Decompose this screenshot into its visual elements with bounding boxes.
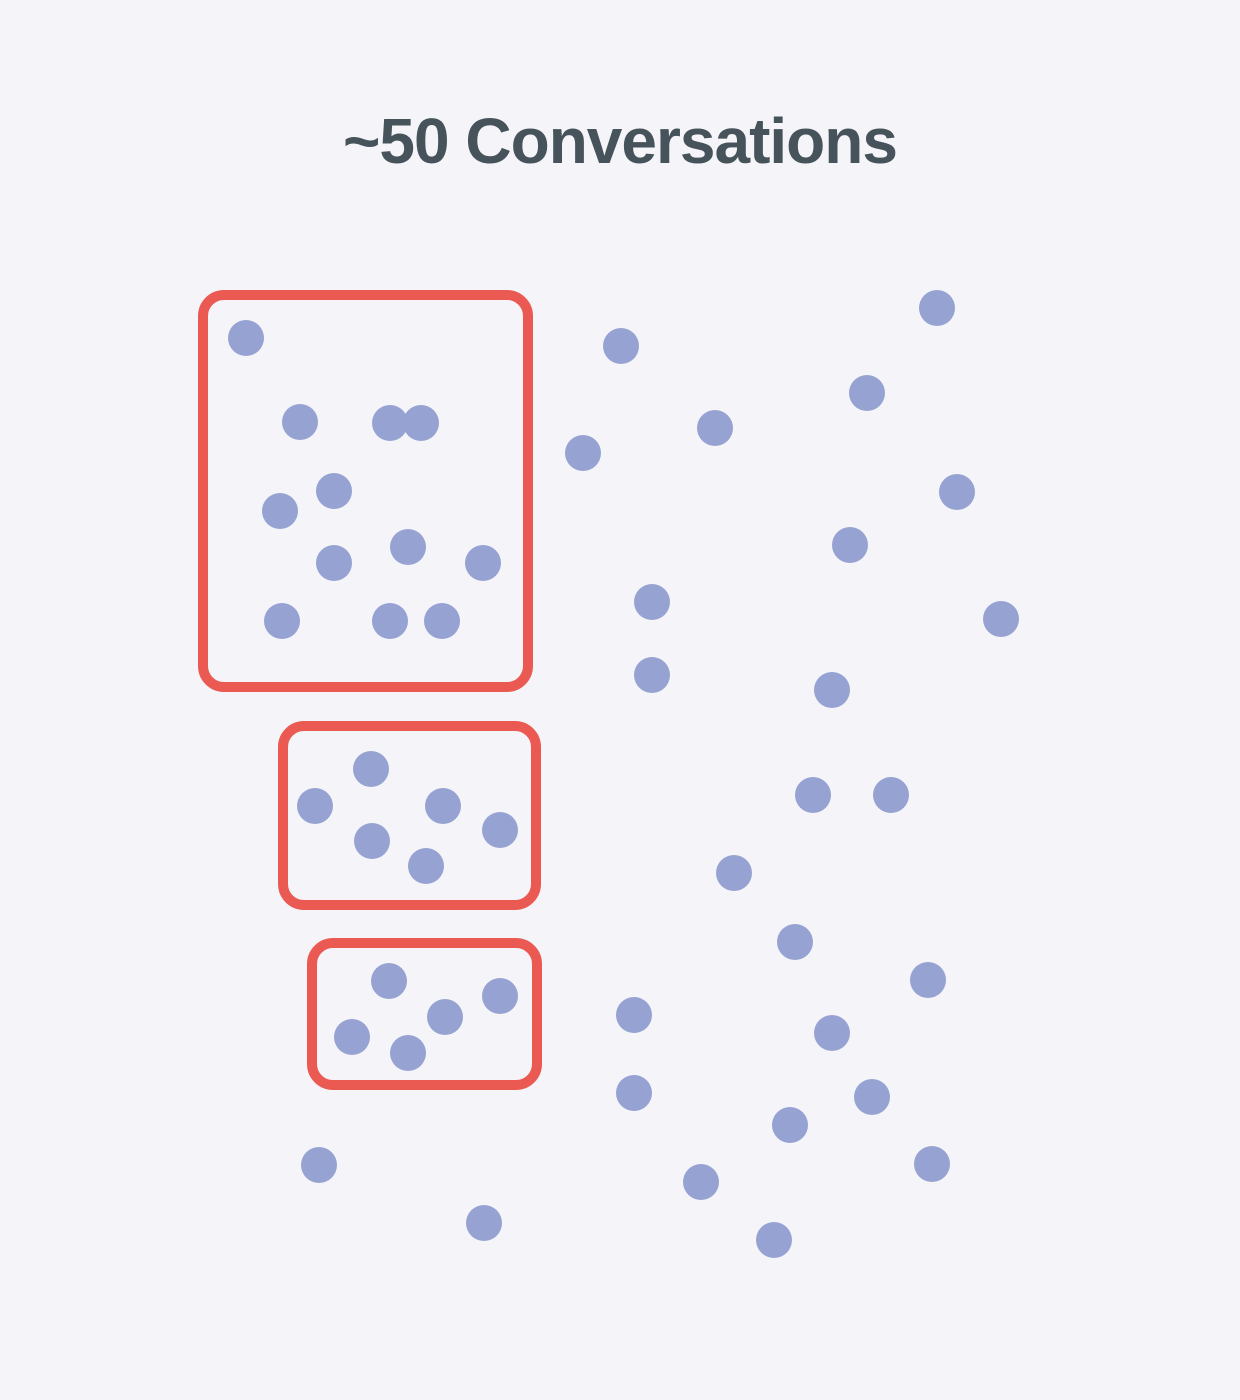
conversation-dot-grouped <box>316 473 352 509</box>
conversation-dot <box>854 1079 890 1115</box>
conversation-group-box-2 <box>278 721 541 910</box>
conversation-dot <box>603 328 639 364</box>
conversation-dot-grouped <box>264 603 300 639</box>
conversation-dot <box>814 1015 850 1051</box>
conversation-dot-grouped <box>228 320 264 356</box>
conversation-dot <box>849 375 885 411</box>
conversation-dot <box>939 474 975 510</box>
conversation-dot-grouped <box>403 405 439 441</box>
conversation-dot <box>919 290 955 326</box>
conversation-dot-grouped <box>371 963 407 999</box>
conversation-dot-grouped <box>424 603 460 639</box>
conversation-dot <box>772 1107 808 1143</box>
conversation-dot <box>634 584 670 620</box>
conversation-dot-grouped <box>408 848 444 884</box>
conversation-dot-grouped <box>316 545 352 581</box>
conversation-dot <box>634 657 670 693</box>
conversation-dot-grouped <box>353 751 389 787</box>
conversation-dot-grouped <box>427 999 463 1035</box>
conversation-dot-grouped <box>262 493 298 529</box>
conversation-group-box-3 <box>307 938 542 1090</box>
conversation-dot <box>466 1205 502 1241</box>
conversation-dot-grouped <box>390 1035 426 1071</box>
conversation-dot <box>565 435 601 471</box>
conversation-dot <box>832 527 868 563</box>
conversation-dot <box>616 1075 652 1111</box>
conversation-dot <box>777 924 813 960</box>
conversation-dot-grouped <box>297 788 333 824</box>
conversation-dot <box>795 777 831 813</box>
conversation-dot-grouped <box>282 404 318 440</box>
conversation-dot-grouped <box>354 823 390 859</box>
conversation-dot-grouped <box>372 603 408 639</box>
conversation-dot <box>683 1164 719 1200</box>
diagram-title: ~50 Conversations <box>343 105 898 177</box>
conversation-dot <box>814 672 850 708</box>
conversation-dot-grouped <box>465 545 501 581</box>
conversation-dot <box>873 777 909 813</box>
conversation-dot <box>910 962 946 998</box>
conversation-dot-grouped <box>482 978 518 1014</box>
conversation-dot-grouped <box>334 1019 370 1055</box>
conversation-dot <box>301 1147 337 1183</box>
conversation-dot-grouped <box>390 529 426 565</box>
conversation-dot-grouped <box>425 788 461 824</box>
conversation-dot <box>697 410 733 446</box>
conversation-dot-grouped <box>482 812 518 848</box>
conversation-dot <box>756 1222 792 1258</box>
conversation-group-box-1 <box>198 290 533 692</box>
conversation-dot <box>716 855 752 891</box>
conversation-dot-grouped <box>372 405 408 441</box>
conversation-dot <box>616 997 652 1033</box>
conversation-dot <box>914 1146 950 1182</box>
conversation-dot <box>983 601 1019 637</box>
